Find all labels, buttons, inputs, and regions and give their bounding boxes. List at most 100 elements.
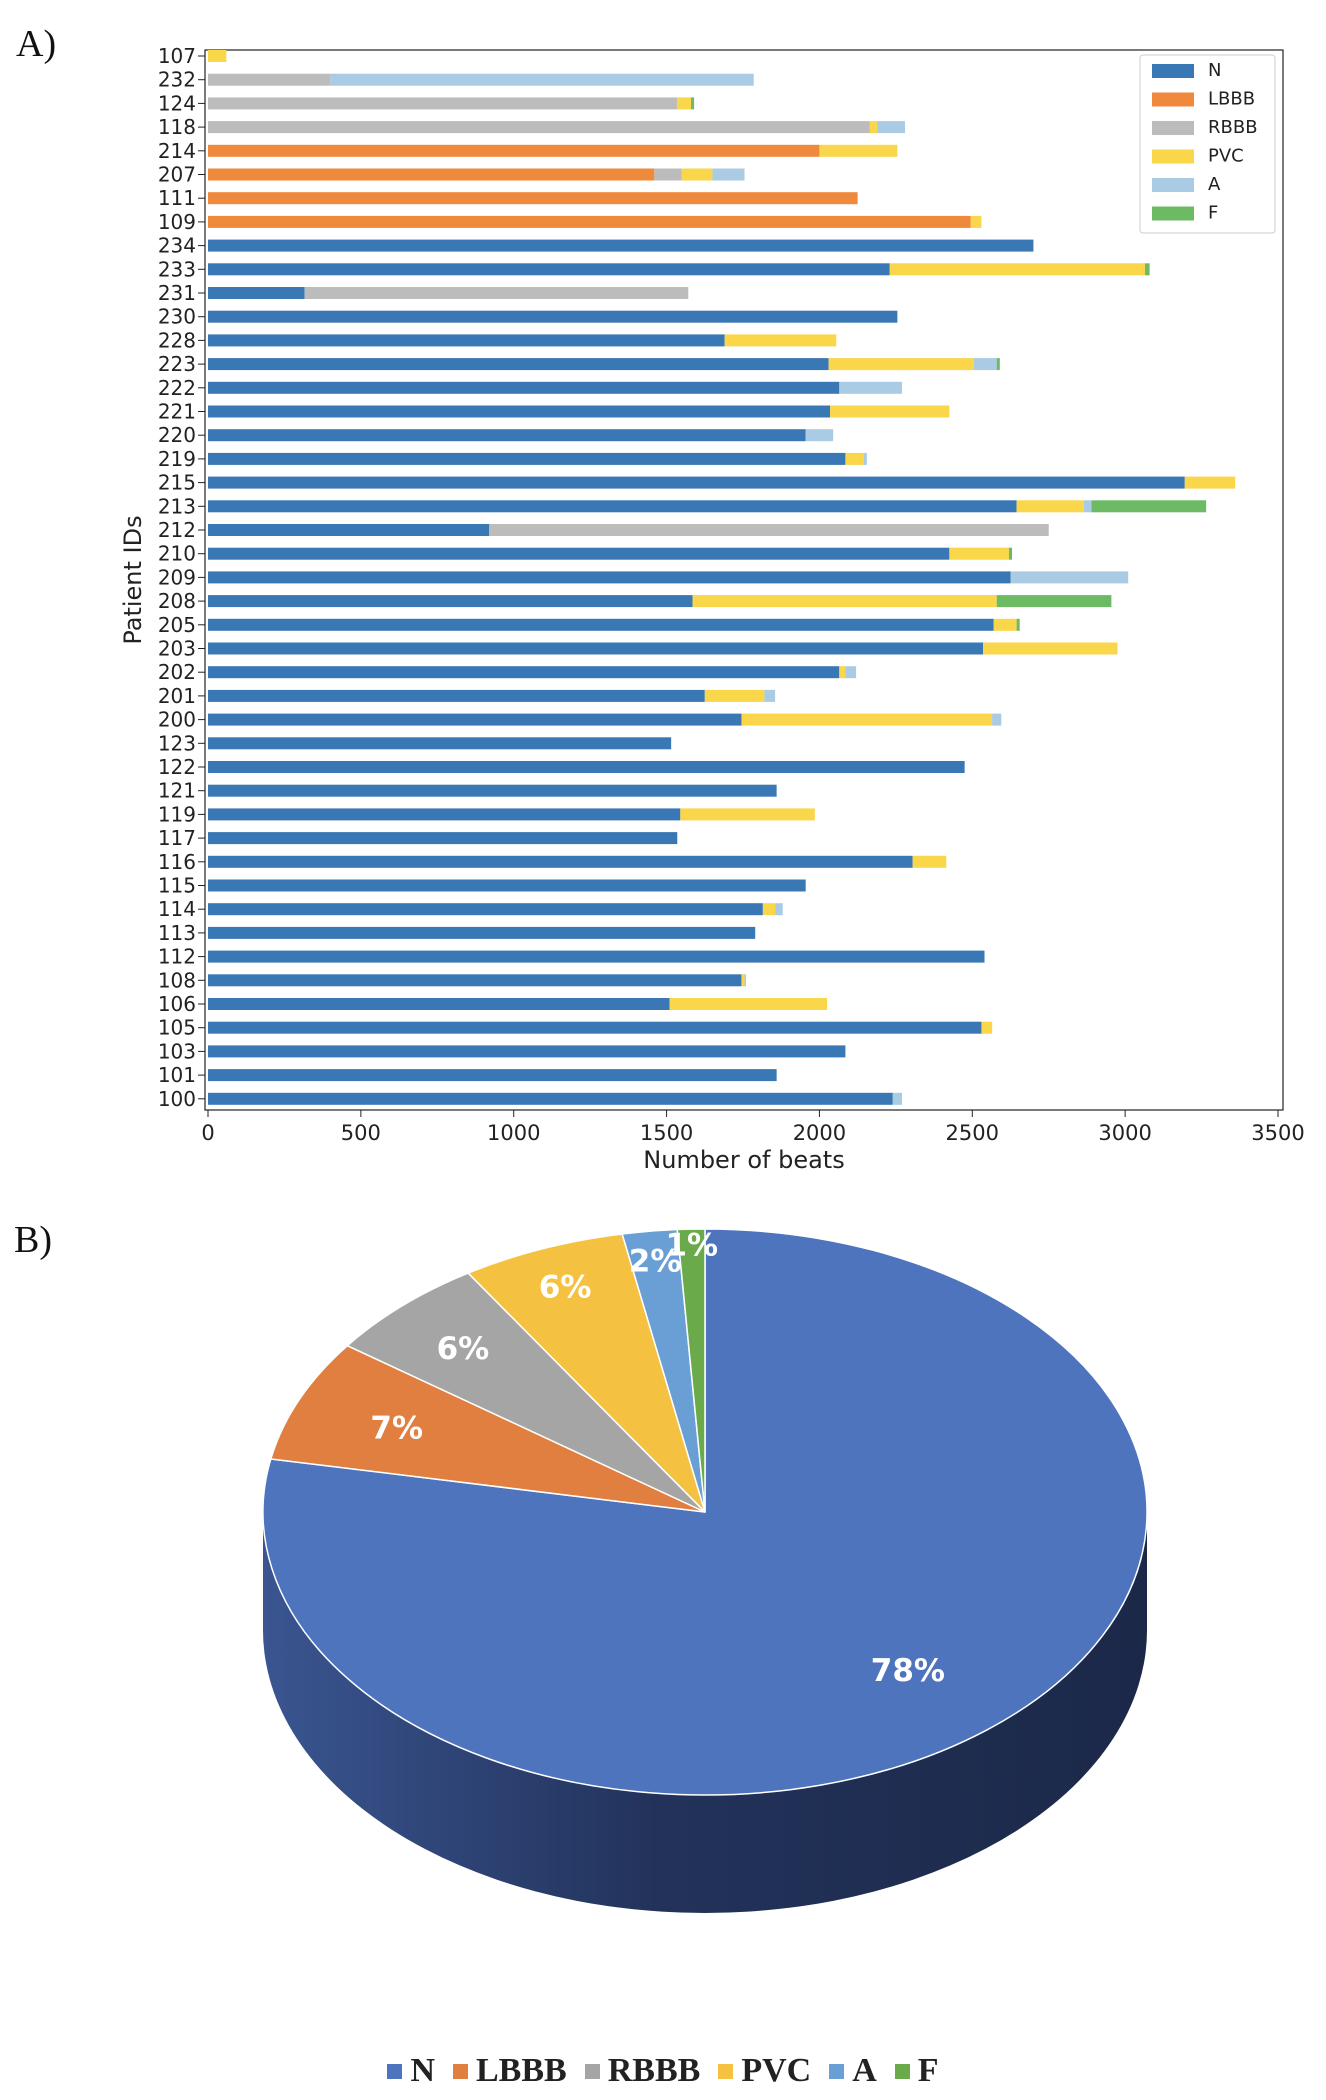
x-tick-label: 2500 [946,1121,999,1145]
bar-119-N [208,808,681,821]
bar-214-LBBB [208,144,820,157]
y-tick-label: 124 [158,91,196,115]
y-tick-label: 231 [158,281,196,305]
y-tick-label: 201 [158,684,196,708]
pie-label-F: 1% [665,1227,718,1263]
bar-208-PVC [692,595,997,608]
bar-210-PVC [949,547,1009,560]
legend-label-F: F [1208,203,1218,224]
y-tick-label: 118 [158,115,196,139]
y-tick-label: 101 [158,1063,196,1087]
bar-106-N [208,998,670,1010]
x-tick-label: 1000 [487,1121,540,1145]
bar-200-N [208,713,742,726]
bar-116-PVC [912,855,947,868]
bar-201-A [764,689,776,702]
bar-215-N [208,476,1185,489]
bar-213-F [1091,500,1207,513]
bar-124-PVC [677,97,692,110]
bar-223-A [973,358,997,371]
bar-223-N [208,358,829,371]
pie-legend-swatch-A [829,2063,845,2079]
y-tick-label: 213 [158,494,196,518]
bar-214-PVC [819,144,898,157]
bar-124-F [691,97,695,110]
pie-legend-swatch-LBBB [453,2063,468,2079]
bar-112-N [208,950,985,963]
y-tick-label: 202 [158,660,196,684]
pie-label-RBBB: 6% [437,1331,490,1367]
pie-legend-label-PVC: PVC [741,2052,812,2089]
bar-202-N [208,666,840,679]
bar-213-PVC [1016,500,1084,513]
stacked-bar-chart: 1072321241182142071111092342332312302282… [119,44,1305,1174]
bar-114-PVC [762,903,776,916]
bar-205-F [1016,618,1020,631]
bar-205-N [208,618,994,631]
legend-swatch-PVC [1152,149,1194,164]
y-tick-label: 233 [158,257,196,281]
bar-111-LBBB [208,192,858,205]
bar-208-F [996,595,1112,608]
bar-108-N [208,974,742,987]
bar-212-N [208,524,490,536]
bar-221-N [208,405,831,418]
bar-118-RBBB [208,121,870,134]
bar-210-N [208,547,950,560]
bar-105-PVC [981,1021,993,1034]
y-tick-label: 114 [158,897,196,921]
bar-119-PVC [680,808,815,821]
bar-221-PVC [830,405,950,418]
bar-106-PVC [669,998,828,1010]
bar-107-PVC [208,50,227,62]
pie-side-N [263,1512,1147,1913]
legend-label-A: A [1208,174,1221,195]
bar-219-A [863,452,867,465]
pie-slice-RBBB [346,1272,706,1513]
bar-118-A [877,121,906,134]
panel-b-label: B) [14,1219,52,1261]
pie-legend-item-F: F [894,2052,939,2090]
y-tick-label: 111 [158,186,196,210]
pie-legend-item-PVC: PVC [718,2052,811,2090]
bar-232-RBBB [208,73,331,86]
y-tick-label: 115 [158,874,196,898]
y-tick-label: 205 [158,613,196,637]
bar-219-N [208,452,846,465]
bar-113-N [208,926,756,939]
bar-233-F [1145,263,1150,276]
pie-legend-item-N: N [387,2052,435,2090]
bar-118-PVC [869,121,878,134]
bar-209-A [1010,571,1129,584]
y-tick-label: 215 [158,471,196,495]
y-tick-label: 234 [158,234,196,258]
bar-209-N [208,571,1011,584]
bar-100-N [208,1092,893,1105]
x-tick-label: 0 [201,1121,214,1145]
y-tick-label: 100 [158,1087,196,1111]
bar-205-PVC [993,618,1017,631]
bar-233-PVC [889,263,1146,276]
bar-121-N [208,784,777,797]
y-tick-label: 109 [158,210,196,234]
bar-208-N [208,595,693,608]
y-tick-label: 208 [158,589,196,613]
legend-swatch-N [1152,64,1194,78]
bar-228-PVC [724,334,837,347]
bar-202-A [845,666,857,679]
y-tick-label: 106 [158,992,196,1016]
bar-234-N [208,239,1034,252]
bar-109-PVC [970,215,982,228]
y-tick-label: 219 [158,447,196,471]
y-tick-label: 212 [158,518,196,542]
legend-label-RBBB: RBBB [1208,117,1258,138]
pie-legend-swatch-PVC [718,2063,734,2079]
bar-115-N [208,879,806,892]
bar-213-N [208,500,1017,513]
y-tick-label: 214 [158,139,196,163]
y-tick-label: 103 [158,1039,196,1063]
bar-legend: N LBBB RBBB PVC AF [1139,54,1276,234]
bar-207-RBBB [654,168,682,181]
legend-swatch-LBBB [1152,92,1194,107]
x-axis-label: Number of beats [643,1146,844,1174]
